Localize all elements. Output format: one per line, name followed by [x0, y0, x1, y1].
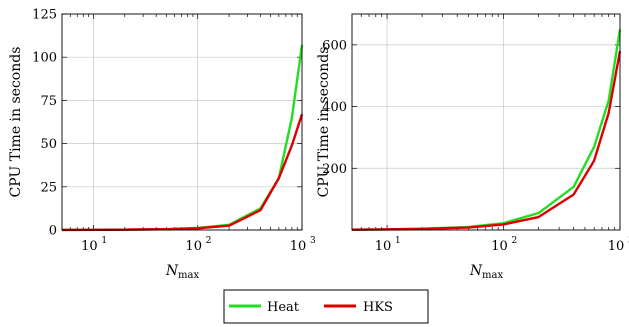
legend-label-heat: Heat [267, 300, 300, 315]
x-tick-label-exponent: 2 [206, 236, 212, 246]
x-axis-label: N [469, 263, 483, 279]
legend: Heat HKS [223, 289, 429, 324]
x-axis-label-subscript: max [482, 270, 503, 281]
x-tick-label: 10 [290, 239, 307, 254]
series-line-heat [351, 29, 622, 231]
y-tick-label: 400 [322, 100, 347, 115]
y-tick-label: 125 [32, 8, 57, 23]
x-tick-label-exponent: 1 [101, 236, 107, 246]
plot-frame [61, 13, 303, 231]
x-tick-label: 10 [608, 239, 625, 254]
y-tick-label: 600 [322, 38, 347, 53]
x-tick-label-exponent: 1 [395, 236, 401, 246]
x-tick-label: 10 [491, 239, 508, 254]
series-line-hks [351, 50, 622, 231]
y-tick-label: 200 [322, 162, 347, 177]
y-tick-label: 25 [40, 180, 57, 195]
y-tick-label: 100 [32, 51, 57, 66]
x-tick-label: 10 [375, 239, 392, 254]
plot-frame [351, 13, 621, 231]
y-tick-label: 0 [49, 224, 57, 239]
y-tick-label: 75 [40, 94, 57, 109]
legend-label-hks: HKS [363, 300, 393, 315]
x-tick-label: 10 [81, 239, 98, 254]
y-axis-label: CPU Time in seconds [316, 47, 332, 198]
x-axis-label-subscript: max [178, 270, 199, 281]
right-chart-panel: 101102103200400600NmaxCPU Time in second… [316, 13, 629, 281]
x-tick-label: 10 [185, 239, 202, 254]
x-axis-label: N [165, 263, 179, 279]
series-line-hks [61, 113, 304, 232]
y-tick-label: 50 [40, 137, 57, 152]
y-axis-label: CPU Time in seconds [8, 47, 24, 198]
x-tick-label-exponent: 3 [310, 236, 316, 246]
x-tick-label-exponent: 2 [512, 236, 518, 246]
